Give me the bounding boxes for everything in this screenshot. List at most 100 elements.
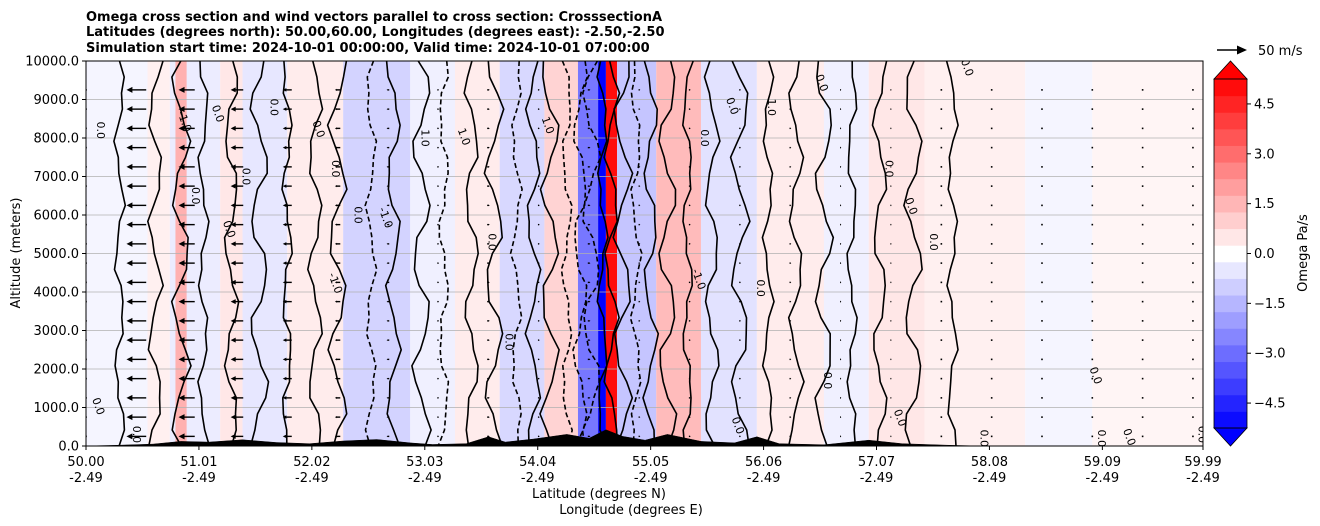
wind-vector-head bbox=[282, 107, 287, 111]
y-tick-label: 0.0 bbox=[58, 440, 79, 455]
contour-line bbox=[146, 61, 165, 446]
wind-vector-head bbox=[334, 396, 338, 399]
wind-vector-head bbox=[386, 358, 388, 360]
wind-vector bbox=[1141, 108, 1144, 110]
wind-vector-head bbox=[438, 339, 440, 341]
wind-vector bbox=[1141, 204, 1144, 207]
wind-vector-head bbox=[539, 416, 540, 418]
wind-vector-head bbox=[740, 397, 741, 399]
wind-vector-head bbox=[840, 378, 842, 379]
x-tick-label-lon: -2.49 bbox=[521, 471, 555, 486]
wind-vector bbox=[1041, 435, 1043, 438]
wind-vector bbox=[1141, 397, 1144, 399]
contour-label: 0.0 bbox=[1196, 426, 1209, 444]
wind-vector bbox=[990, 243, 993, 245]
wind-vector-head bbox=[230, 395, 236, 401]
wind-vector bbox=[1192, 223, 1194, 226]
wind-vector-head bbox=[488, 435, 490, 437]
contour-line bbox=[603, 61, 621, 446]
wind-vector bbox=[1041, 320, 1043, 322]
wind-vector-head bbox=[589, 243, 591, 245]
wind-vector-head bbox=[891, 282, 892, 283]
wind-vector-head bbox=[840, 243, 842, 245]
wind-vector bbox=[1041, 262, 1043, 264]
wind-vector-head bbox=[126, 86, 133, 93]
y-tick-label: 4000.0 bbox=[34, 286, 80, 301]
wind-vector-head bbox=[282, 319, 287, 323]
x-tick-label-lat: 53.03 bbox=[406, 455, 443, 470]
wind-vector bbox=[1141, 262, 1144, 264]
wind-vector-head bbox=[334, 358, 338, 361]
contour-label: 0.0 bbox=[94, 122, 107, 140]
wind-vector-head bbox=[589, 301, 591, 303]
wind-vector-head bbox=[230, 279, 236, 285]
contour-line bbox=[463, 61, 480, 446]
omega-contours bbox=[113, 61, 959, 446]
title-line-2: Latitudes (degrees north): 50.00,60.00, … bbox=[86, 25, 665, 40]
wind-vector bbox=[1192, 377, 1194, 380]
wind-vector bbox=[940, 262, 943, 264]
wind-vector-head bbox=[740, 224, 741, 225]
wind-vector-head bbox=[488, 243, 490, 245]
wind-vector bbox=[1141, 243, 1144, 245]
wind-vector-head bbox=[438, 397, 440, 399]
wind-vector-head bbox=[790, 320, 792, 322]
wind-vector bbox=[1192, 300, 1194, 303]
wind-vector-head bbox=[126, 337, 133, 344]
wind-vector bbox=[1192, 397, 1194, 399]
wind-vector bbox=[990, 358, 993, 361]
wind-vector-head bbox=[488, 262, 490, 264]
wind-vector bbox=[1141, 166, 1144, 168]
wind-vector-head bbox=[840, 166, 842, 168]
wind-vector-head bbox=[178, 337, 185, 344]
wind-vector-head bbox=[639, 301, 641, 302]
y-tick-label: 7000.0 bbox=[34, 170, 80, 185]
wind-vector-head bbox=[891, 262, 892, 264]
wind-vector-head bbox=[891, 128, 892, 129]
wind-vector-head bbox=[639, 89, 641, 91]
wind-vector-head bbox=[689, 166, 691, 168]
contour-line bbox=[249, 61, 270, 446]
wind-vector-head bbox=[334, 435, 338, 438]
wind-vector bbox=[1041, 281, 1043, 284]
wind-vector-head bbox=[438, 436, 440, 437]
contour-line bbox=[509, 61, 523, 446]
wind-vector bbox=[1041, 204, 1043, 207]
contour-line bbox=[572, 61, 589, 446]
wind-vector-head bbox=[334, 88, 338, 91]
wind-vector-head bbox=[891, 359, 892, 360]
x-axis: 50.00-2.4951.01-2.4952.02-2.4953.03-2.49… bbox=[67, 446, 1222, 486]
contour-label: 0.0 bbox=[958, 57, 976, 78]
colorbar-band bbox=[1214, 411, 1247, 429]
wind-vector-head bbox=[689, 339, 691, 341]
wind-vector-head bbox=[539, 397, 540, 399]
wind-vector-head bbox=[689, 416, 691, 418]
wind-vector-head bbox=[334, 204, 338, 207]
wind-vector-head bbox=[539, 147, 540, 148]
x-tick-label-lon: -2.49 bbox=[408, 471, 442, 486]
wind-vector-head bbox=[178, 125, 185, 132]
wind-vector bbox=[1091, 108, 1094, 110]
wind-vector bbox=[1192, 243, 1194, 245]
wind-vector-head bbox=[639, 320, 641, 322]
wind-vector bbox=[1041, 300, 1043, 303]
colorbar-tick-label: −4.5 bbox=[1254, 397, 1286, 412]
wind-vector bbox=[940, 89, 943, 91]
wind-vector-head bbox=[438, 243, 440, 245]
colorbar-band bbox=[1214, 128, 1247, 146]
contour-line bbox=[223, 61, 240, 446]
contour-label: 0.0 bbox=[813, 72, 831, 93]
wind-vector-head bbox=[740, 243, 741, 245]
terrain bbox=[86, 429, 1203, 446]
wind-vector-head bbox=[438, 108, 440, 110]
wind-vector-head bbox=[589, 127, 591, 129]
y-axis: 0.0 1000.0 2000.0 3000.0 4000.0 5000.0 6000.0 7… bbox=[25, 55, 86, 455]
wind-vector-head bbox=[282, 261, 287, 265]
x-tick-label-lat: 56.06 bbox=[745, 455, 782, 470]
colorbar-band bbox=[1214, 261, 1247, 279]
x-tick-label-lat: 54.04 bbox=[519, 455, 556, 470]
wind-vector-head bbox=[488, 185, 490, 187]
wind-vector-head bbox=[334, 339, 338, 342]
wind-vector bbox=[1041, 397, 1043, 399]
wind-vector bbox=[1041, 339, 1043, 341]
